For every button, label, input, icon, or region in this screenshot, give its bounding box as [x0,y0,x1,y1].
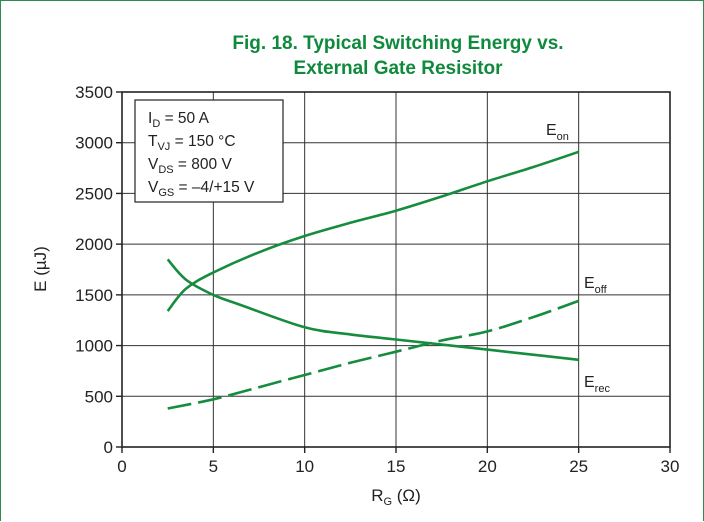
condition-gs: VGS = –4/+15 V [148,179,255,199]
x-tick-label-15: 15 [387,457,406,476]
x-tick-label-5: 5 [209,457,218,476]
y-tick-label-1500: 1500 [75,286,113,305]
chart-title-line1: Fig. 18. Typical Switching Energy vs. [232,33,563,54]
series-label-erec: Erec [584,374,610,395]
x-tick-label-10: 10 [295,457,314,476]
y-tick-label-1000: 1000 [75,337,113,356]
y-tick-label-500: 500 [85,387,113,406]
series-label-eoff: Eoff [584,275,608,296]
condition-ds: VDS = 800 V [148,156,232,176]
y-tick-label-3000: 3000 [75,134,113,153]
x-tick-label-20: 20 [478,457,497,476]
x-tick-label-30: 30 [661,457,680,476]
x-axis-label: RG (Ω) [371,486,421,508]
series-line-rec [166,258,579,362]
y-tick-label-0: 0 [104,438,113,457]
x-tick-label-25: 25 [569,457,588,476]
y-axis-label: E (µJ) [31,246,50,292]
series-line-on [166,150,580,312]
conditions-text: ID = 50 A TVJ = 150 °C VDS = 800 V VGS = –4… [148,110,255,199]
series-lines [166,150,580,410]
series-line-off [167,299,580,410]
conditions-box [134,99,284,203]
axis-ticks: 0 5 10 15 20 25 30 0 500 1000 1500 2000 2500 3000 3500 [75,83,679,476]
y-tick-label-3500: 3500 [75,83,113,102]
x-tick-label-0: 0 [117,457,126,476]
y-tick-label-2500: 2500 [75,184,113,203]
condition-vj: TVJ = 150 °C [148,133,236,153]
y-tick-label-2000: 2000 [75,235,113,254]
series-label-eon: Eon [546,122,569,143]
chart-title-line2: External Gate Resisitor [293,58,503,79]
condition-d: ID = 50 A [148,110,210,130]
